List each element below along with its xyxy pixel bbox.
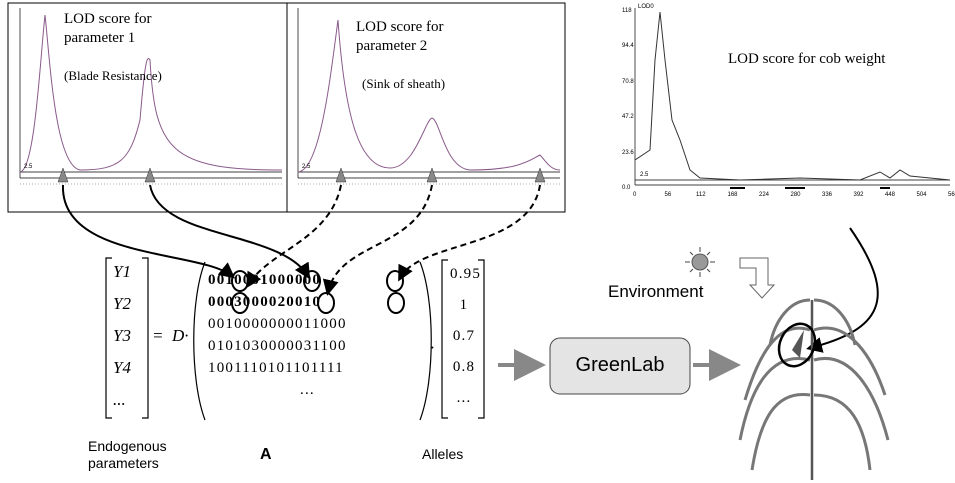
plot-frame [286,2,566,213]
highlight [777,322,817,368]
matrix-row: ... [300,382,315,398]
y-tick-label: 94.4 [622,43,634,50]
vector-entry: Y4 [113,358,131,377]
allele-entry: 1 [459,297,469,313]
x-tick-label: 504 [916,192,927,198]
x-tick-label: 168 [727,192,738,198]
plant [738,298,890,480]
arrow [61,184,236,279]
matrix-row: 0010001000000 [208,272,322,288]
highlight [231,270,405,314]
plot-subtitle: (Blade Resistance) [64,68,162,83]
x-tick-label: 336 [822,192,833,198]
plot-title: LOD score for cob weight [728,51,886,67]
matrix-row: 0003000020010 [208,294,322,310]
vector-entry: Y3 [113,326,131,345]
matrix-row: 1001110101101111 [208,360,344,376]
dot: · [430,338,435,357]
threshold-label: 2.5 [24,164,33,170]
allele-entry: 0.8 [452,359,476,375]
axis-label: LOD0 [638,4,654,10]
x-tick-label: 392 [853,192,864,198]
x-tick-label: 280 [790,192,801,198]
label: Environment [608,282,704,301]
x-tick-label: 448 [885,192,896,198]
arrow [149,184,311,280]
model-label: GreenLab [575,354,665,376]
x-tick-label: 0 [633,192,637,198]
x-tick-label: 560 [948,192,955,198]
operator: D· [172,326,189,345]
label: Alleles [422,446,464,462]
dashed-arrow [245,184,541,296]
model-box [549,337,691,395]
equals: = [152,326,164,345]
brackets [105,257,485,421]
lod-curve [634,11,951,181]
allele-entry: 0.95 [450,266,482,282]
matrix-row: 0010000000011000 [208,316,347,332]
lod-curve [297,19,561,173]
x-tick-label: 224 [759,192,770,198]
y-tick-label: 47.2 [622,114,634,121]
threshold-label: 2.5 [302,164,311,170]
allele-entry: 0.7 [452,328,476,344]
matrix-row: 0101030000031100 [208,338,347,354]
x-tick-label: 56 [664,192,672,198]
vector-entry: Y2 [113,294,131,313]
plot-subtitle: (Sink of sheath) [362,76,446,91]
vector-entry: Y1 [113,262,131,281]
label: Endogenous parameters [88,438,167,471]
allele-entry: ... [456,390,472,406]
arrow [806,227,879,353]
lod-curve [19,14,283,173]
y-tick-label: 118 [622,8,632,14]
sun-icon [685,247,715,277]
label: A [260,446,272,463]
vector-entry: ... [113,390,126,409]
plot-title: LOD score for parameter 1 [64,11,152,46]
y-tick-label: 70.8 [622,78,634,85]
env-arrow [739,257,776,299]
threshold-label: 2.5 [640,172,649,178]
y-tick-label: 23.6 [622,149,634,156]
cob [792,330,804,358]
y-tick-label: 0.0 [622,185,631,191]
plot-title: LOD score for parameter 2 [356,19,444,54]
markers [57,167,546,183]
x-tick-label: 112 [696,192,706,198]
